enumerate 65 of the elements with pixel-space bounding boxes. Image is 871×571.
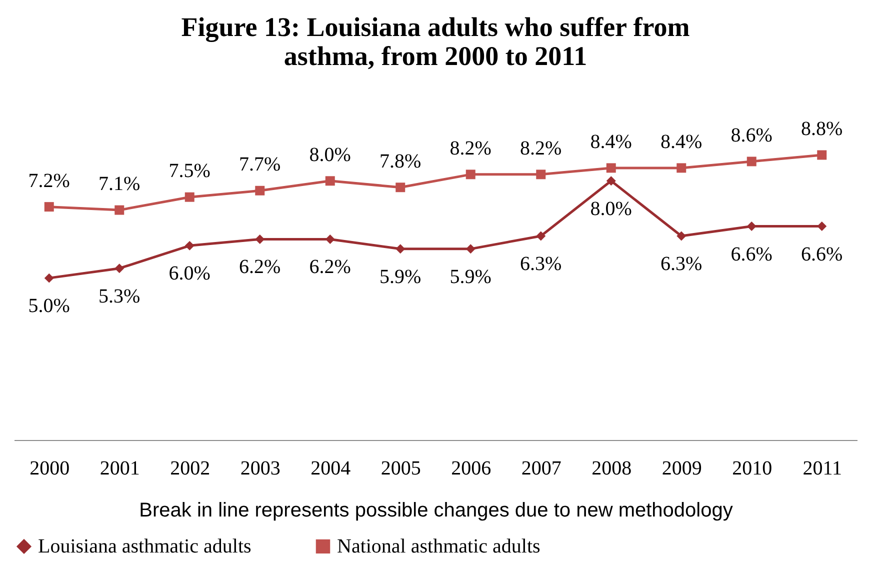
point: [817, 222, 827, 231]
x-tick-label: 2002: [170, 458, 210, 480]
data-label: 6.6%: [801, 243, 843, 266]
legend-label: Louisiana asthmatic adults: [38, 535, 252, 558]
data-label: 8.6%: [730, 124, 772, 146]
point: [606, 176, 616, 186]
x-tick-label: 2011: [802, 458, 842, 480]
data-label: 7.5%: [168, 160, 210, 182]
data-label: 8.4%: [660, 130, 702, 153]
point: [325, 234, 335, 244]
data-label: 6.3%: [520, 252, 562, 275]
x-tick-label: 2007: [521, 458, 562, 480]
data-label: 8.0%: [309, 144, 351, 166]
point: [466, 170, 476, 180]
data-label: 5.9%: [380, 266, 422, 288]
data-label: 5.9%: [450, 266, 492, 288]
x-tick-label: 2009: [662, 458, 702, 480]
data-label: 7.2%: [28, 170, 70, 192]
text: Figure 13: Louisiana adults who suffer from: [181, 12, 690, 42]
text: Break in line represents possible changes due to new methodology: [139, 500, 733, 522]
point: [114, 264, 124, 274]
data-label: 6.6%: [730, 243, 772, 266]
data-label: 5.0%: [28, 295, 70, 318]
point: [255, 186, 265, 196]
data-label: 6.0%: [168, 262, 210, 285]
x-tick-label: 2005: [380, 458, 421, 480]
x-tick-label: 2000: [30, 458, 70, 480]
legend-label: National asthmatic adults: [337, 535, 540, 558]
point: [817, 150, 827, 160]
x-tick-label: 2010: [732, 458, 772, 480]
point: [606, 163, 616, 173]
point: [255, 234, 265, 244]
point: [184, 192, 194, 202]
point: [396, 182, 406, 192]
data-label: 8.0%: [590, 198, 632, 220]
point: [676, 163, 686, 173]
data-label: 6.2%: [239, 256, 281, 278]
x-tick-label: 2008: [592, 458, 632, 480]
point: [44, 273, 54, 283]
x-tick-label: 2006: [451, 458, 492, 480]
x-tick-label: 2004: [310, 458, 351, 480]
point: [466, 244, 476, 254]
text: asthma, from 2000 to 2011: [284, 41, 588, 71]
point: [184, 240, 194, 250]
data-label: 6.2%: [309, 256, 351, 278]
point: [536, 231, 546, 241]
point: [676, 231, 686, 241]
x-tick-label: 2003: [240, 458, 280, 480]
point: [396, 244, 406, 254]
point: [44, 202, 54, 212]
data-label: 5.3%: [98, 285, 140, 308]
data-label: 6.3%: [660, 252, 702, 275]
point: [536, 170, 546, 180]
point: [746, 156, 756, 166]
data-label: 7.8%: [380, 150, 422, 172]
data-label: 8.2%: [520, 137, 562, 160]
x-tick-label: 2001: [100, 458, 140, 480]
data-label: 8.2%: [450, 137, 492, 160]
data-label: 8.4%: [590, 130, 632, 153]
data-label: 7.7%: [239, 154, 281, 176]
point: [114, 205, 124, 215]
point: [325, 176, 335, 186]
data-label: 8.8%: [801, 118, 843, 140]
point: [746, 222, 756, 231]
data-label: 7.1%: [98, 173, 140, 196]
